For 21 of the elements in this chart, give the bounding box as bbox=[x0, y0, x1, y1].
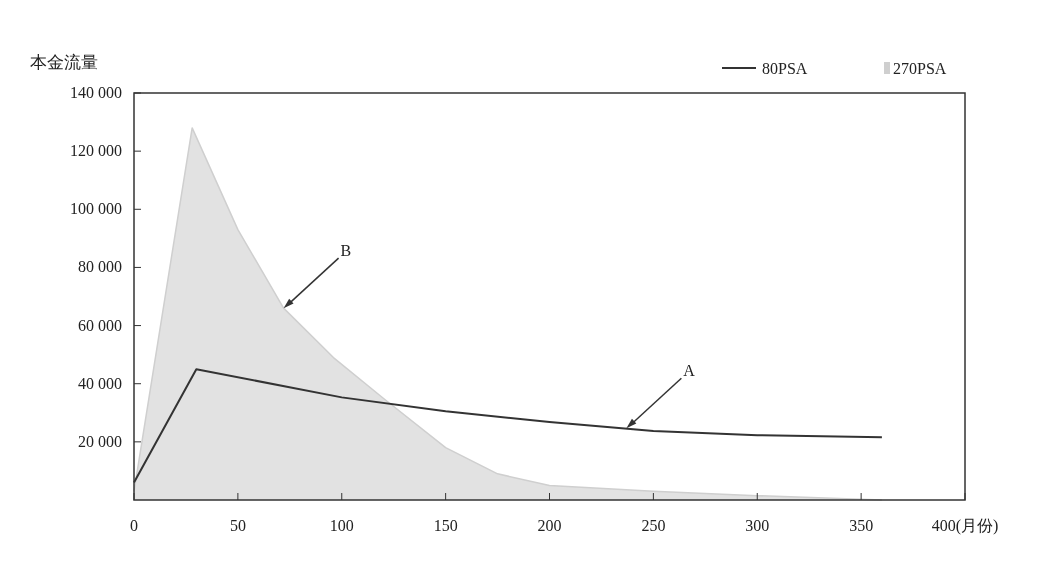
y-tick-label: 120 000 bbox=[70, 142, 122, 160]
x-tick-label: 350 bbox=[849, 517, 874, 534]
y-tick-label: 140 000 bbox=[70, 84, 122, 101]
x-tick-label: 400(月份) bbox=[931, 517, 999, 535]
y-tick-label: 40 000 bbox=[78, 374, 122, 392]
legend-label: 270PSA bbox=[893, 60, 947, 77]
annotation: B bbox=[340, 242, 352, 260]
x-tick-label: 0 bbox=[130, 517, 138, 534]
annotation: A bbox=[683, 362, 696, 380]
legend-label: 80PSA bbox=[762, 60, 808, 77]
x-tick-label: 50 bbox=[229, 517, 246, 534]
x-tick-label: 100 bbox=[329, 517, 354, 534]
x-tick-label: 300 bbox=[745, 517, 770, 534]
y-tick-label: 60 000 bbox=[78, 316, 122, 334]
y-axis-title: 本金流量 bbox=[30, 53, 98, 72]
y-tick-label: 80 000 bbox=[78, 258, 122, 276]
x-tick-label: 200 bbox=[537, 517, 562, 534]
y-tick-label: 20 000 bbox=[78, 432, 122, 450]
y-tick-label: 100 000 bbox=[70, 200, 122, 218]
x-tick-label: 250 bbox=[641, 517, 666, 534]
x-tick-label: 150 bbox=[433, 517, 458, 534]
